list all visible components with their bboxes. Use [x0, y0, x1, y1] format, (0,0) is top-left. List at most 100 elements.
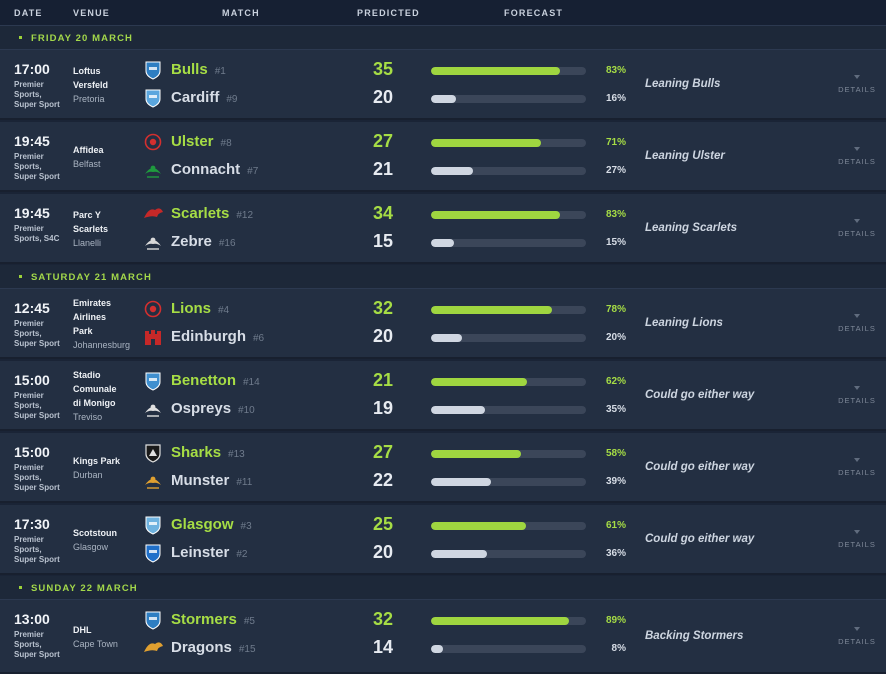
broadcaster-line: Sports,	[14, 90, 42, 99]
broadcaster-line: Sports,	[14, 401, 42, 410]
probability-bar	[431, 306, 586, 314]
match-row[interactable]: 13:00 Premier Sports, Super Sport DHL Cape To…	[0, 600, 886, 674]
venue-city: Cape Town	[73, 639, 118, 649]
probability-percent: 36%	[605, 548, 626, 559]
team-away[interactable]: Ospreys #10	[141, 399, 371, 419]
match-row[interactable]: 15:00 Premier Sports, Super Sport Stadio Comu…	[0, 361, 886, 431]
team-name[interactable]: Bulls #1	[171, 61, 226, 78]
details-button[interactable]: DETAILS	[836, 219, 878, 238]
match-row[interactable]: 19:45 Premier Sports, S4C Parc Y Scarlets Lla…	[0, 194, 886, 264]
day-header: SUNDAY 22 MARCH	[0, 576, 886, 600]
details-button[interactable]: DETAILS	[836, 530, 878, 549]
team-name[interactable]: Leinster #2	[171, 544, 247, 561]
kickoff-time: 17:30	[14, 516, 50, 532]
team-rank: #9	[226, 94, 238, 105]
details-label: DETAILS	[838, 157, 876, 166]
team-name[interactable]: Stormers #5	[171, 611, 255, 628]
team-name[interactable]: Cardiff #9	[171, 89, 237, 106]
match-row[interactable]: 15:00 Premier Sports, Super Sport Kings Park…	[0, 433, 886, 503]
team-away[interactable]: Munster #11	[141, 471, 371, 491]
probability-percent: 35%	[605, 404, 626, 415]
team-name[interactable]: Ospreys #10	[171, 400, 255, 417]
venue-city: Pretoria	[73, 94, 105, 104]
team-name[interactable]: Lions #4	[171, 300, 229, 317]
day-label: SATURDAY 21 MARCH	[31, 272, 152, 283]
probability-bar	[431, 239, 586, 247]
probability-percent: 16%	[605, 93, 626, 104]
team-home[interactable]: Sharks #13	[141, 443, 371, 463]
team-name[interactable]: Glasgow #3	[171, 516, 252, 533]
chevron-down-icon	[854, 386, 860, 390]
team-name[interactable]: Munster #11	[171, 472, 252, 489]
cardiff-icon	[141, 88, 165, 108]
broadcaster-line: Premier	[14, 80, 44, 89]
probability-fill	[431, 550, 487, 558]
chevron-down-icon	[854, 627, 860, 631]
match-row[interactable]: 19:45 Premier Sports, Super Sport Affidea Bel…	[0, 122, 886, 192]
glasgow-icon	[141, 515, 165, 535]
probability-percent: 89%	[605, 615, 626, 626]
col-date: DATE	[14, 8, 43, 18]
day-bullet	[19, 275, 22, 278]
team-name[interactable]: Edinburgh #6	[171, 328, 264, 345]
team-away[interactable]: Cardiff #9	[141, 88, 371, 108]
team-name[interactable]: Ulster #8	[171, 133, 232, 150]
team-rank: #4	[218, 305, 230, 316]
probability-fill	[431, 645, 444, 653]
day-bullet	[19, 36, 22, 39]
team-away[interactable]: Zebre #16	[141, 232, 371, 252]
venue-name-line: Kings Park	[73, 456, 121, 466]
details-label: DETAILS	[838, 468, 876, 477]
benetton-icon	[141, 371, 165, 391]
probability-fill	[431, 378, 528, 386]
team-name[interactable]: Scarlets #12	[171, 205, 253, 222]
details-button[interactable]: DETAILS	[836, 75, 878, 94]
broadcaster-line: Super Sport	[14, 100, 60, 109]
probability-bar	[431, 617, 586, 625]
probability-percent: 78%	[605, 304, 626, 315]
details-button[interactable]: DETAILS	[836, 147, 878, 166]
predicted-score: 21	[372, 159, 394, 179]
team-away[interactable]: Leinster #2	[141, 543, 371, 563]
broadcaster-line: Sports,	[14, 640, 42, 649]
team-name[interactable]: Benetton #14	[171, 372, 260, 389]
team-name-text: Munster	[171, 472, 230, 489]
team-home[interactable]: Benetton #14	[141, 371, 371, 391]
team-name-text: Zebre	[171, 233, 212, 250]
col-forecast: FORECAST	[504, 8, 564, 18]
team-name[interactable]: Zebre #16	[171, 233, 236, 250]
team-name[interactable]: Connacht #7	[171, 161, 258, 178]
venue: Parc Y Scarlets Llanelli	[73, 208, 139, 250]
team-away[interactable]: Connacht #7	[141, 160, 371, 180]
team-name-text: Sharks	[171, 444, 222, 461]
broadcaster-line: Super Sport	[14, 650, 60, 659]
team-name[interactable]: Sharks #13	[171, 444, 245, 461]
match-row[interactable]: 17:30 Premier Sports, Super Sport Scotstoun G…	[0, 505, 886, 575]
probability-fill	[431, 139, 542, 147]
team-name[interactable]: Dragons #15	[171, 639, 256, 656]
team-home[interactable]: Stormers #5	[141, 610, 371, 630]
team-away[interactable]: Dragons #15	[141, 638, 371, 658]
probability-percent: 8%	[611, 643, 626, 654]
details-button[interactable]: DETAILS	[836, 386, 878, 405]
broadcaster-line: Premier	[14, 630, 44, 639]
team-home[interactable]: Scarlets #12	[141, 204, 371, 224]
broadcaster-line: Premier	[14, 224, 44, 233]
team-rank: #10	[238, 405, 255, 416]
zebre-icon	[141, 232, 165, 252]
details-label: DETAILS	[838, 229, 876, 238]
details-button[interactable]: DETAILS	[836, 627, 878, 646]
team-home[interactable]: Lions #4	[141, 299, 371, 319]
team-home[interactable]: Glasgow #3	[141, 515, 371, 535]
details-label: DETAILS	[838, 396, 876, 405]
probability-percent: 39%	[605, 476, 626, 487]
team-home[interactable]: Bulls #1	[141, 60, 371, 80]
match-row[interactable]: 12:45 Premier Sports, Super Sport Emirates Ai…	[0, 289, 886, 359]
match-row[interactable]: 17:00 Premier Sports, Super Sport Loftus Vers…	[0, 50, 886, 120]
details-button[interactable]: DETAILS	[836, 458, 878, 477]
details-button[interactable]: DETAILS	[836, 314, 878, 333]
venue: Stadio Comunale di Monigo Treviso	[73, 368, 139, 424]
team-away[interactable]: Edinburgh #6	[141, 327, 371, 347]
predicted-score: 20	[372, 542, 394, 562]
team-home[interactable]: Ulster #8	[141, 132, 371, 152]
